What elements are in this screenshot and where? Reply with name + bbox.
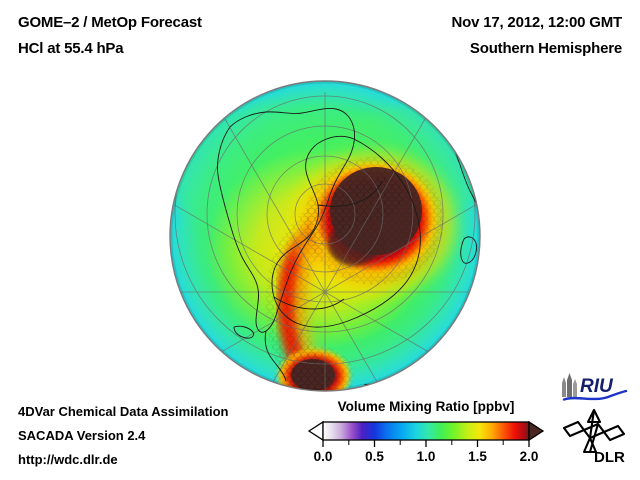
footer-line-url[interactable]: http://wdc.dlr.de: [18, 452, 118, 467]
orthographic-projection-svg: [169, 80, 481, 392]
graticule-meridians: [170, 92, 480, 391]
dlr-pinwheel-icon: [562, 408, 626, 454]
dlr-logo: DLR: [562, 408, 626, 464]
footer-line-version: SACADA Version 2.4: [18, 428, 146, 443]
colorbar-tick-label-3: 1.5: [468, 449, 487, 464]
page-title: GOME–2 / MetOp Forecast: [18, 14, 202, 31]
timestamp-label: Nov 17, 2012, 12:00 GMT: [451, 14, 623, 31]
hemisphere-label: Southern Hemisphere: [469, 40, 622, 57]
riu-wordmark: RIU: [580, 376, 614, 397]
colorbar-over-arrow: [528, 420, 545, 442]
footer-line-method: 4DVar Chemical Data Assimilation: [18, 404, 229, 419]
globe-outline: [169, 80, 481, 392]
colorbar-gradient: [322, 421, 530, 441]
dlr-wordmark: DLR: [594, 449, 625, 464]
colorbar-tick-label-0: 0.0: [313, 449, 333, 464]
colorbar-tick-label-4: 2.0: [519, 449, 539, 464]
map-field: [170, 81, 480, 391]
globe-map: [168, 79, 482, 393]
colorbar-tick-label-2: 1.0: [416, 449, 436, 464]
riu-swoosh-icon: [562, 389, 628, 401]
colorbar-ticks: [322, 440, 530, 447]
colorbar-minor-ticks: [348, 440, 504, 445]
riu-towers-icon: [562, 373, 577, 397]
colorbar-title: Volume Mixing Ratio [ppbv]: [337, 399, 515, 414]
page-subtitle: HCl at 55.4 hPa: [18, 40, 124, 57]
riu-logo: RIU: [562, 373, 628, 401]
colorbar-under-arrow: [307, 420, 324, 442]
colorbar-svg: [307, 420, 545, 447]
colorbar: Volume Mixing Ratio [ppbv]: [307, 399, 545, 475]
colorbar-tick-label-1: 0.5: [365, 449, 384, 464]
